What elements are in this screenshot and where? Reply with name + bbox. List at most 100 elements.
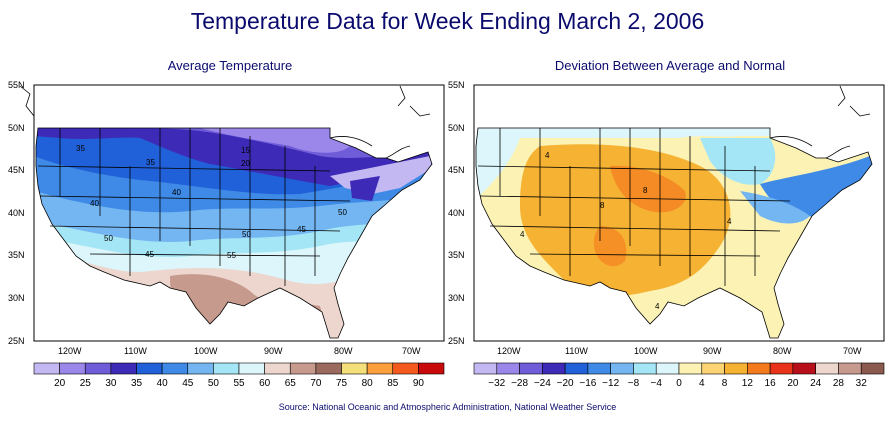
legend-swatch xyxy=(747,362,771,375)
contour-label: 55 xyxy=(227,251,236,260)
contour-label: 35 xyxy=(76,144,85,153)
legend-swatch xyxy=(610,362,634,375)
legend-label: −20 xyxy=(557,378,574,389)
contour-label: 20 xyxy=(241,159,250,168)
contour-label: 4 xyxy=(727,217,732,226)
right-lat-label: 55N xyxy=(448,80,465,90)
legend-label: 4 xyxy=(699,378,705,389)
right-color-legend: −32 −28 −24 −20 −16 −12 −8 −4 0 4 8 12 16 20 24 28 32 xyxy=(473,362,885,389)
legend-swatch xyxy=(473,362,498,375)
legend-swatch xyxy=(769,362,794,375)
left-lat-label: 45N xyxy=(8,165,25,175)
legend-swatch xyxy=(542,362,566,375)
legend-swatch xyxy=(792,362,816,375)
left-lon-label: 70W xyxy=(402,346,421,356)
contour-label: 45 xyxy=(145,250,154,259)
left-lat-label: 25N xyxy=(8,336,25,346)
contour-label: 35 xyxy=(146,158,155,167)
legend-swatch xyxy=(564,362,589,375)
legend-label: −28 xyxy=(511,378,528,389)
legend-label: 28 xyxy=(833,378,845,389)
legend-swatch xyxy=(519,362,543,375)
legend-label: 65 xyxy=(285,378,297,389)
legend-label: 40 xyxy=(157,378,169,389)
deviation-map: 55N 50N 45N 40N 35N 30N 25N 120W 110W 10… xyxy=(448,80,885,356)
legend-label: 45 xyxy=(182,378,194,389)
left-lon-label: 90W xyxy=(264,346,283,356)
contour-label: 4 xyxy=(655,302,660,311)
legend-label: 55 xyxy=(233,378,245,389)
legend-label: −16 xyxy=(579,378,596,389)
legend-swatch xyxy=(838,362,862,375)
legend-label: 90 xyxy=(413,378,425,389)
left-lat-label: 30N xyxy=(8,293,25,303)
left-boundaries xyxy=(19,85,433,339)
legend-swatch xyxy=(724,362,748,375)
left-lon-label: 110W xyxy=(124,346,147,356)
contour-label: 40 xyxy=(90,199,99,208)
right-lat-label: 25N xyxy=(448,336,465,346)
legend-swatch xyxy=(678,362,703,375)
legend-label: 12 xyxy=(742,378,754,389)
contour-label: 4 xyxy=(545,151,550,160)
right-contour-labels: 4 8 8 4 4 4 xyxy=(520,151,732,311)
left-color-legend: 20 25 30 35 40 45 50 55 60 65 70 75 80 85 90 xyxy=(33,362,445,389)
average-temperature-map: 55N 50N 45N 40N 35N 30N 25N 120W 110W 10… xyxy=(8,80,445,356)
legend-swatch xyxy=(655,362,680,375)
left-lon-label: 100W xyxy=(194,346,218,356)
contour-label: 15 xyxy=(241,146,250,155)
page-title: Temperature Data for Week Ending March 2… xyxy=(190,8,705,34)
right-lon-label: 110W xyxy=(565,346,588,356)
legend-swatch xyxy=(496,362,520,375)
legend-label: 24 xyxy=(810,378,822,389)
legend-label: 20 xyxy=(54,378,66,389)
legend-label: 16 xyxy=(765,378,777,389)
contour-label: 50 xyxy=(242,230,251,239)
contour-label: 45 xyxy=(297,225,306,234)
legend-label: 0 xyxy=(676,378,682,389)
right-lon-label: 120W xyxy=(497,346,521,356)
right-lat-label: 40N xyxy=(448,208,465,218)
source-credit: Source: National Oceanic and Atmospheric… xyxy=(278,402,617,412)
legend-swatch xyxy=(633,362,657,375)
legend-label: 50 xyxy=(208,378,220,389)
right-lat-label: 30N xyxy=(448,293,465,303)
legend-label: 20 xyxy=(787,378,799,389)
contour-label: 50 xyxy=(104,234,113,243)
legend-label: −32 xyxy=(488,378,505,389)
legend-label: 30 xyxy=(105,378,117,389)
legend-label: −8 xyxy=(628,378,640,389)
right-lon-label: 70W xyxy=(843,346,862,356)
legend-swatch xyxy=(701,362,725,375)
right-lon-label: 90W xyxy=(703,346,722,356)
right-boundaries xyxy=(475,85,873,339)
legend-label: 75 xyxy=(336,378,348,389)
legend-label: 80 xyxy=(362,378,374,389)
left-lat-label: 55N xyxy=(8,80,25,90)
left-lat-label: 40N xyxy=(8,208,25,218)
left-lat-label: 35N xyxy=(8,250,25,260)
contour-label: 4 xyxy=(520,230,525,239)
legend-label: 70 xyxy=(310,378,322,389)
right-lat-label: 35N xyxy=(448,250,465,260)
contour-label: 8 xyxy=(643,186,648,195)
legend-label: 32 xyxy=(856,378,868,389)
left-contour-labels: 35 15 20 35 40 40 50 50 45 45 55 50 xyxy=(76,144,347,260)
legend-label: 85 xyxy=(387,378,399,389)
legend-swatch xyxy=(587,362,611,375)
legend-label: 25 xyxy=(80,378,92,389)
contour-label: 8 xyxy=(600,201,605,210)
contour-label: 40 xyxy=(172,188,181,197)
contour-label: 50 xyxy=(338,208,347,217)
legend-swatch xyxy=(860,362,885,375)
legend-label: 60 xyxy=(259,378,271,389)
legend-label: 35 xyxy=(131,378,143,389)
legend-label: −12 xyxy=(602,378,619,389)
legend-label: 8 xyxy=(722,378,728,389)
right-lat-label: 50N xyxy=(448,123,465,133)
left-lat-label: 50N xyxy=(8,123,25,133)
right-map-subtitle: Deviation Between Average and Normal xyxy=(554,58,786,73)
legend-label: −4 xyxy=(651,378,663,389)
right-lon-label: 80W xyxy=(773,346,792,356)
right-lat-label: 45N xyxy=(448,165,465,175)
